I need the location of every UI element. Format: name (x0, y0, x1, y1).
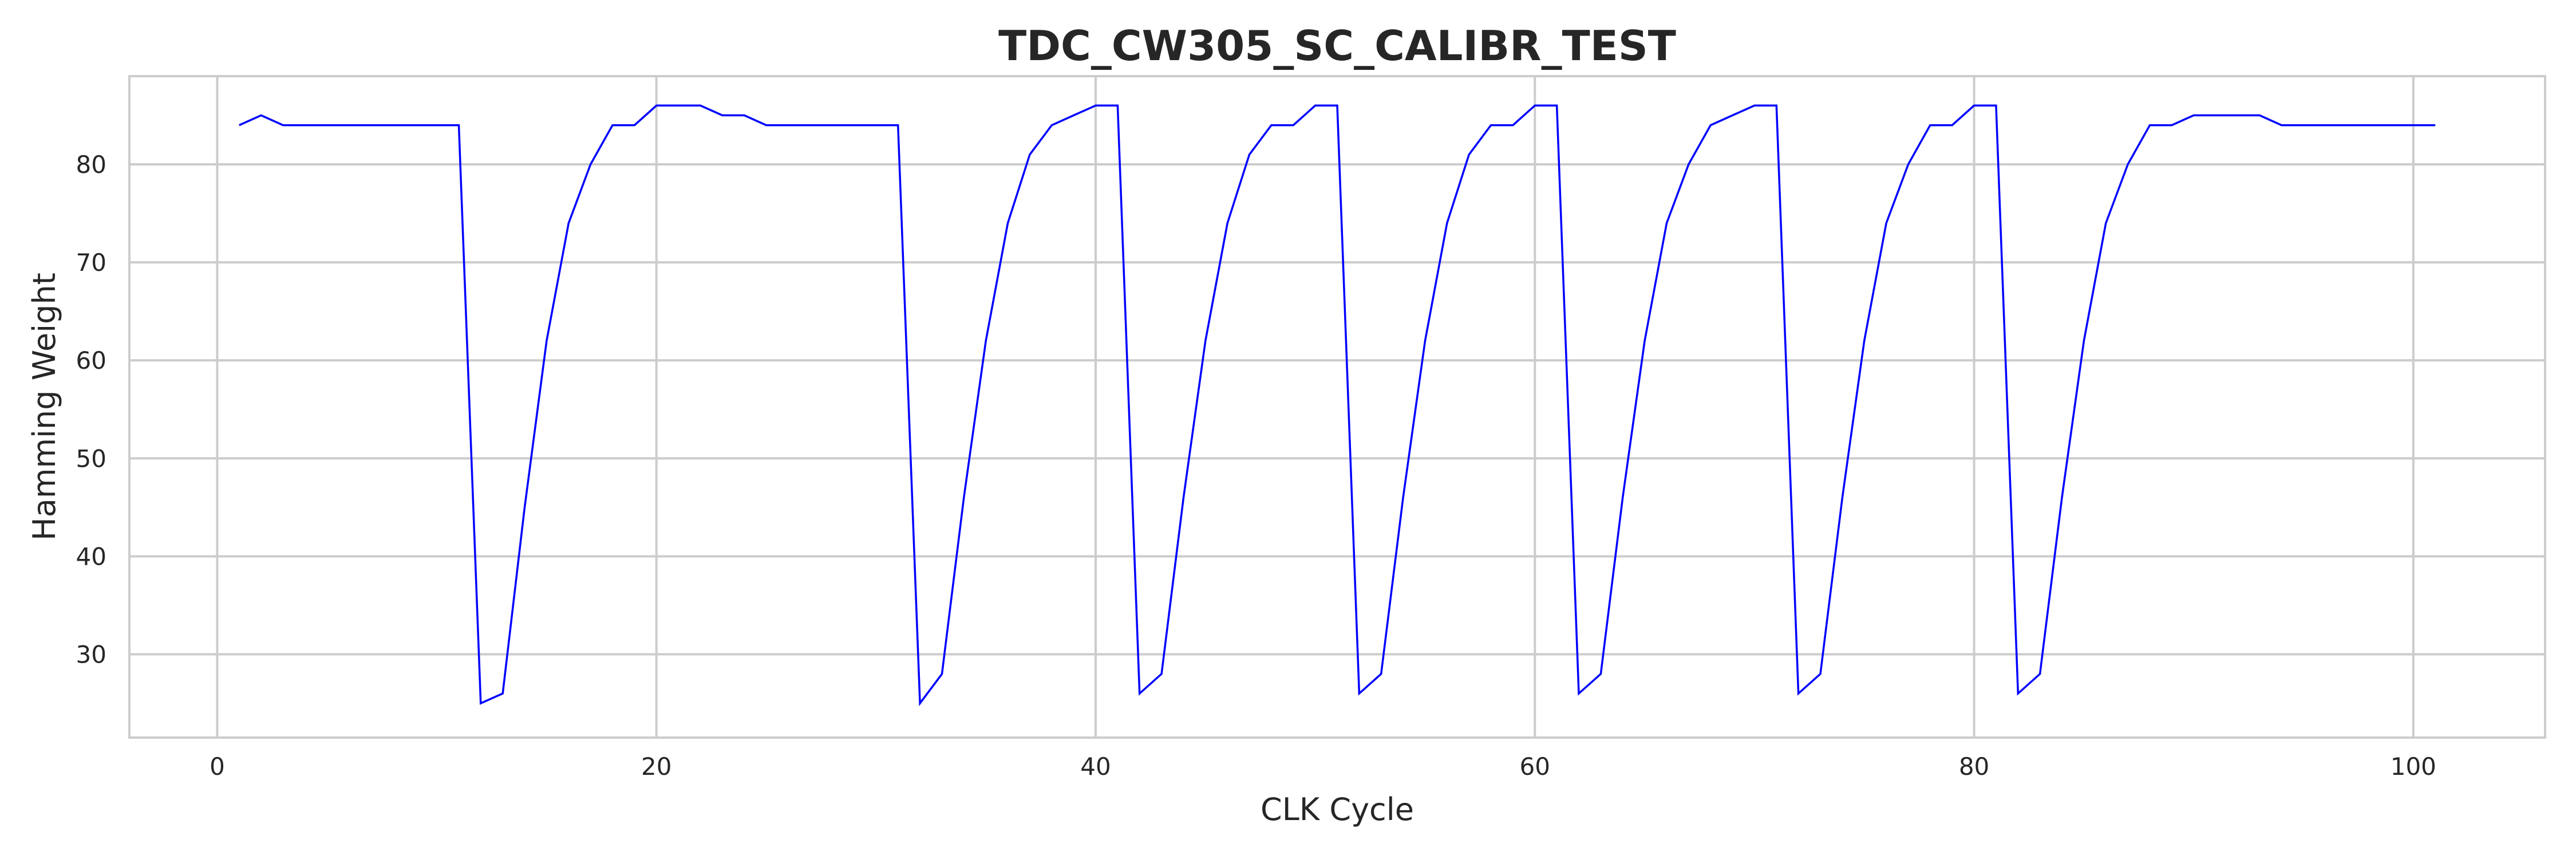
x-tick-label: 100 (2391, 752, 2436, 781)
y-tick-label: 30 (76, 641, 106, 669)
y-tick-label: 40 (76, 542, 106, 570)
y-tick-label: 60 (76, 346, 106, 375)
y-axis-label: Hamming Weight (26, 273, 62, 541)
x-tick-label: 60 (1520, 752, 1550, 781)
y-tick-label: 80 (76, 151, 106, 179)
x-tick-label: 80 (1959, 752, 1989, 781)
x-tick-label: 40 (1080, 752, 1111, 781)
series-layer (239, 104, 2436, 707)
y-tick-label: 70 (76, 249, 106, 277)
plot-frame (128, 75, 2546, 739)
x-tick-label: 0 (210, 752, 225, 781)
tick-labels: 0 20 40 60 80 100 30 40 50 60 70 80 (76, 151, 2436, 781)
x-tick-label: 20 (641, 752, 671, 781)
y-tick-label: 50 (76, 444, 106, 472)
series-line (239, 104, 2436, 707)
x-axis-label: CLK Cycle (1261, 791, 1414, 828)
chart-title: TDC_CW305_SC_CALIBR_TEST (998, 22, 1676, 70)
grid-lines (129, 76, 2545, 738)
